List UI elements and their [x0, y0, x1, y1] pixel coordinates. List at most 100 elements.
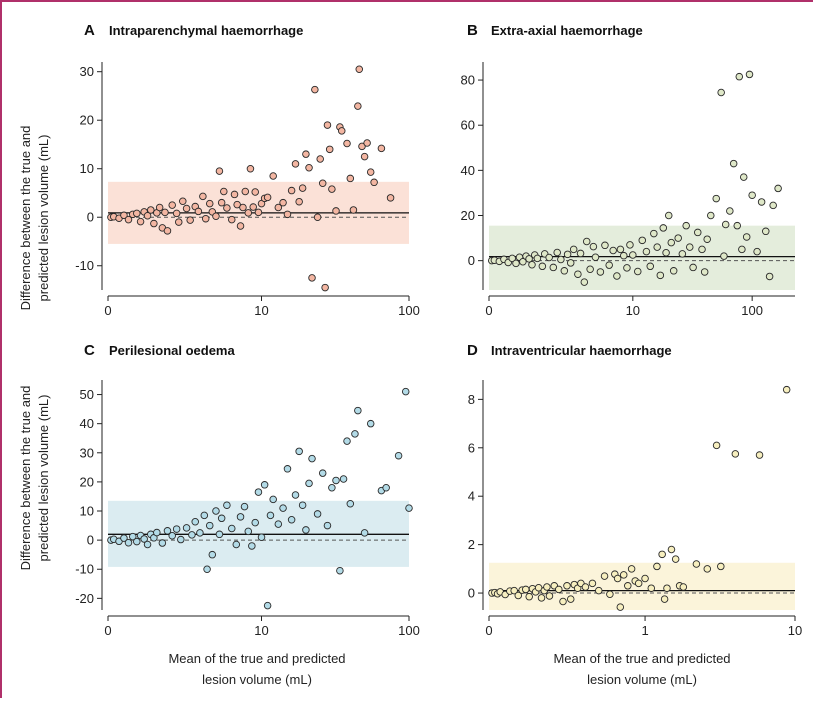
panel-c-point [332, 476, 340, 485]
panel-b-point [646, 262, 655, 271]
panel-d-y-tick-label-2: 4 [468, 489, 475, 504]
panel-b-y-tick-label-3: 60 [461, 118, 475, 133]
panel-a-point [230, 190, 239, 199]
panel-c-point [263, 601, 272, 610]
panel-a-point [251, 188, 259, 196]
panel-a-point [386, 194, 395, 202]
panel-c-point [298, 501, 307, 509]
panel-a-point [283, 210, 292, 219]
panel-b-y-tick-label-2: 40 [461, 163, 475, 178]
panel-d-point [525, 592, 533, 601]
panel-c-point [228, 524, 236, 533]
panel-a-y-tick-label-1: 0 [87, 210, 94, 225]
panel-d-point [559, 597, 567, 606]
panel-c-point [313, 510, 322, 518]
panel-d: D Intraventricular haemorrhage 0 1 10 0 2 4 6 8 [467, 342, 802, 638]
panel-b-point [739, 173, 748, 181]
panel-b-point [656, 271, 665, 280]
panel-b-x-tick-label-2: 100 [741, 303, 763, 318]
panel-d-point [634, 579, 643, 588]
panel-d-point [581, 583, 590, 591]
panel-b-point [745, 70, 754, 79]
panel-a-point [321, 283, 329, 292]
panel-b-point [613, 272, 621, 280]
panel-c-y-tick-label-6: 40 [80, 416, 94, 431]
panel-c-point [168, 532, 176, 540]
panel-d-point [667, 545, 676, 554]
panel-b-x-tick-label-1: 10 [626, 303, 640, 318]
panel-b-point [563, 250, 572, 259]
panel-b-x-tick-label-0: 0 [485, 303, 492, 318]
y-axis-title-bottom-line-1: Difference between the true and [18, 386, 33, 571]
panel-b-point [674, 234, 682, 242]
panel-c-point [323, 521, 332, 530]
panel-a-point [155, 203, 164, 212]
panel-c-point [248, 542, 256, 550]
panel-d-point [600, 572, 609, 580]
panel-c-point [244, 527, 253, 536]
panel-b-point [642, 247, 651, 256]
panel-c-y-tick-label-7: 50 [80, 387, 94, 402]
panel-b-point [620, 251, 628, 260]
panel-a-point [199, 192, 207, 201]
panel-b-point [682, 221, 690, 230]
panel-b-point [653, 243, 661, 251]
panel-b-point [596, 268, 605, 276]
panel-a-point [332, 207, 340, 215]
panel-a-x-tick-label-2: 100 [398, 303, 420, 318]
panel-b-point [721, 220, 730, 229]
panel-a-point [287, 186, 296, 195]
panel-b-point [580, 278, 589, 286]
panel-d-y-tick-label-0: 0 [468, 586, 475, 601]
panel-a-point [279, 198, 287, 207]
panel-b-point [742, 233, 751, 241]
panel-a-point [143, 212, 152, 220]
panel-a-y-tick-label-0: -10 [75, 258, 94, 273]
panel-c-point [223, 501, 231, 509]
panel-d-point [613, 574, 622, 583]
panel-c-letter: C [84, 342, 95, 359]
panel-b-point [591, 253, 600, 262]
panel-c-point [339, 475, 348, 483]
panel-c-point [295, 447, 303, 456]
panel-b-y-tick-label-0: 0 [468, 253, 475, 268]
panel-c-point [200, 511, 209, 520]
panel-b-point [726, 207, 734, 215]
panel-c-point [405, 504, 413, 512]
panel-a-point [133, 209, 141, 218]
panel-c-point [158, 539, 167, 547]
panel-c-point [266, 511, 275, 520]
panel-a-letter: A [84, 22, 95, 39]
panel-a-point [316, 155, 324, 163]
panel-a-point [120, 211, 128, 220]
panel-c-point [212, 507, 220, 515]
panel-c-point [208, 550, 217, 559]
panel-b-point [553, 248, 561, 257]
panel-c-point [305, 479, 313, 488]
panel-a-title: Intraparenchymal haemorrhage [109, 23, 303, 38]
panel-b-point [616, 245, 625, 254]
panel-b-point [700, 268, 709, 276]
panel-c-point [283, 465, 292, 473]
panel-d-x-tick-label-1: 1 [641, 623, 648, 638]
panel-b-point [528, 260, 536, 269]
panel-a-point [239, 203, 247, 212]
panel-c-y-tick-label-5: 30 [80, 445, 94, 460]
panel-c-y-tick-label-3: 10 [80, 504, 94, 519]
panel-c-point [351, 430, 359, 438]
panel-c-point [124, 538, 133, 547]
panel-c-point [177, 535, 185, 544]
panel-d-point [647, 584, 656, 592]
panel-b-point [720, 252, 728, 260]
panel-c-point [354, 406, 362, 415]
panel-a-point [308, 274, 316, 282]
panel-d-point [595, 586, 603, 595]
panel-d-point [712, 441, 721, 450]
x-axis-title-left-line-2: lesion volume (mL) [202, 672, 312, 687]
panel-d-point [627, 565, 636, 573]
panel-d-point [606, 590, 614, 599]
panel-b-point [765, 272, 774, 281]
panel-b-point [769, 201, 777, 210]
panel-b-point [560, 267, 569, 275]
panel-d-point [522, 585, 530, 594]
